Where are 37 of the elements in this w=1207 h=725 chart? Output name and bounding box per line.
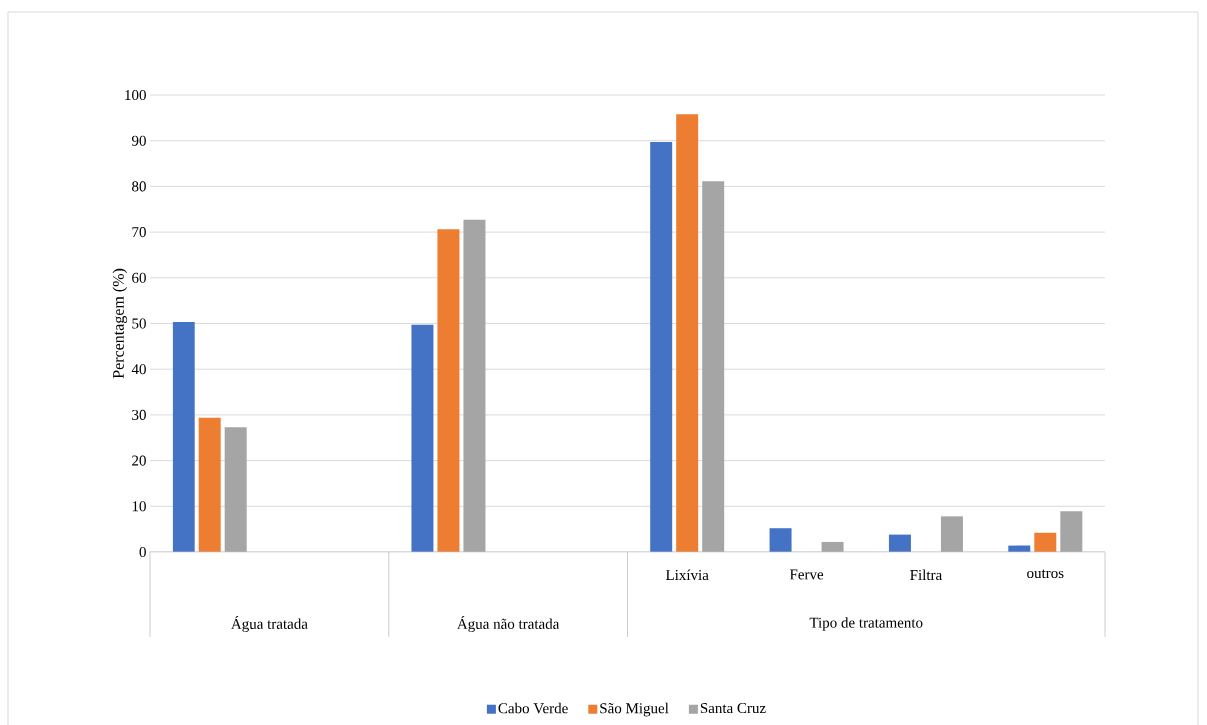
bar: [198, 417, 221, 552]
bar: [224, 427, 247, 552]
bar: [821, 541, 844, 552]
bar: [769, 528, 792, 552]
bar: [650, 142, 673, 552]
text: Água tratada: [231, 615, 308, 633]
bar: [172, 322, 195, 552]
y-tick-label: 10: [132, 501, 146, 512]
x-tick-label: Ferve: [789, 569, 824, 580]
legend-label: Cabo Verde: [498, 702, 568, 714]
bar: [888, 534, 911, 552]
bar: [411, 324, 434, 552]
y-tick-label: 30: [132, 409, 146, 420]
y-tick-label: 90: [131, 135, 146, 146]
bar: [437, 229, 460, 552]
bar: [1060, 511, 1083, 552]
y-tick-label: 40: [131, 364, 146, 375]
x-tick-label: Lixívia: [665, 569, 709, 581]
y-tick-label: 80: [132, 181, 146, 192]
legend-label: São Miguel: [600, 702, 669, 717]
y-tick-label: 20: [132, 455, 146, 466]
y-axis-title: Percentagem (%): [112, 268, 128, 379]
y-tick-label: 100: [125, 89, 146, 101]
bar: [463, 219, 486, 552]
bar: [940, 516, 963, 552]
bar: [1034, 532, 1057, 552]
bar: [702, 181, 725, 552]
text: Água não tratada: [457, 615, 560, 633]
text: Tipo de tratamento: [809, 617, 923, 631]
y-tick-label: 60: [132, 272, 146, 283]
y-tick-label: 0: [139, 546, 146, 558]
x-tick-label: Filtra: [910, 569, 942, 581]
bar: [676, 114, 699, 552]
x-tick-label: outros: [1027, 569, 1064, 579]
legend-label: Santa Cruz: [700, 703, 766, 714]
y-tick-label: 50: [132, 318, 146, 329]
y-tick-label: 70: [132, 227, 146, 238]
